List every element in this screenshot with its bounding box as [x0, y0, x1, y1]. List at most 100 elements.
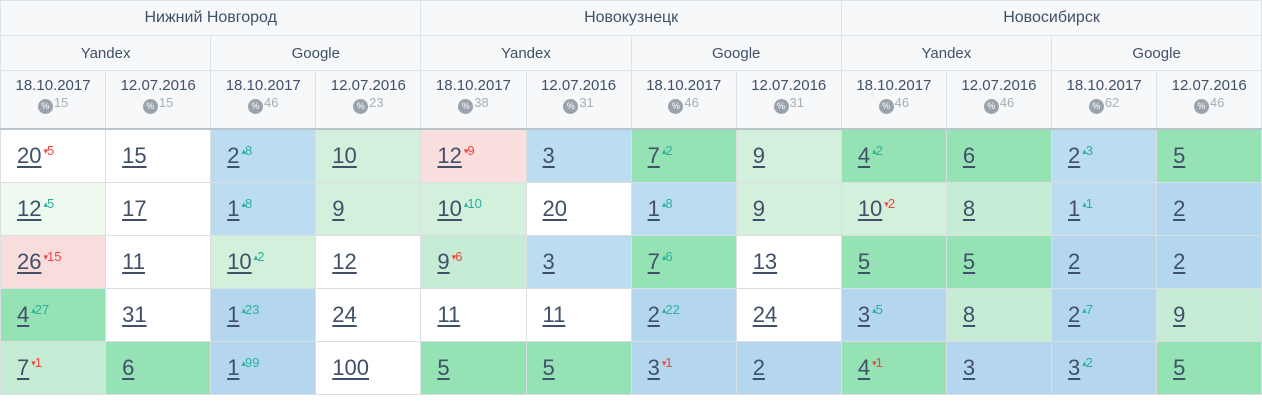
position-cell[interactable]: 9 ▾6 [420, 235, 527, 289]
position-cell[interactable]: 2 [1156, 235, 1262, 289]
position-value[interactable]: 4 [857, 355, 871, 380]
position-cell[interactable]: 4 ▴27 [0, 288, 107, 342]
position-value[interactable]: 5 [437, 355, 450, 380]
position-cell[interactable]: 7 ▴6 [630, 235, 737, 289]
position-value[interactable]: 1 [227, 196, 240, 221]
position-value[interactable]: 3 [542, 249, 555, 274]
position-value[interactable]: 6 [122, 355, 135, 380]
position-value[interactable]: 8 [962, 196, 976, 221]
position-value[interactable]: 12 [332, 249, 357, 274]
position-value[interactable]: 11 [437, 302, 461, 327]
position-cell[interactable]: 1 ▴99 [210, 341, 317, 395]
date-header-col-1[interactable]: 18.10.2017% 15 [0, 70, 107, 130]
position-value[interactable]: 2 [1068, 302, 1081, 327]
position-cell[interactable]: 2 ▴8 [210, 128, 317, 183]
position-cell[interactable]: 9 [735, 128, 842, 183]
position-cell[interactable]: 26 ▾15 [0, 235, 107, 289]
position-value[interactable]: 31 [122, 302, 147, 327]
position-value[interactable]: 10 [332, 143, 357, 168]
position-cell[interactable]: 20 ▾5 [0, 128, 107, 183]
position-value[interactable]: 3 [647, 355, 660, 380]
position-cell[interactable]: 2 [735, 341, 842, 395]
position-value[interactable]: 9 [752, 143, 765, 168]
date-header-col-4[interactable]: 12.07.2016% 23 [315, 70, 422, 130]
position-cell[interactable]: 10 ▴2 [210, 235, 317, 289]
position-value[interactable]: 5 [962, 249, 976, 274]
position-value[interactable]: 15 [122, 143, 147, 168]
position-value[interactable]: 11 [122, 249, 145, 274]
position-cell[interactable]: 20 [525, 182, 632, 236]
position-cell[interactable]: 3 [525, 128, 632, 183]
position-value[interactable]: 6 [962, 143, 976, 168]
position-cell[interactable]: 9 [315, 182, 422, 236]
position-cell[interactable]: 100 [315, 341, 422, 395]
date-header-col-12[interactable]: 12.07.2016% 46 [1156, 70, 1262, 130]
position-value[interactable]: 24 [752, 302, 778, 327]
date-header-col-7[interactable]: 18.10.2017% 46 [630, 70, 737, 130]
date-header-col-11[interactable]: 18.10.2017% 62 [1050, 70, 1158, 130]
position-cell[interactable]: 5 [420, 341, 527, 395]
position-value[interactable]: 7 [17, 355, 30, 380]
position-value[interactable]: 9 [332, 196, 345, 221]
date-header-col-2[interactable]: 12.07.2016% 15 [105, 70, 212, 130]
position-value[interactable]: 9 [1173, 302, 1186, 327]
position-value[interactable]: 7 [647, 249, 660, 274]
position-value[interactable]: 9 [437, 249, 450, 274]
position-cell[interactable]: 2 ▴7 [1050, 288, 1158, 342]
position-value[interactable]: 24 [332, 302, 357, 327]
position-cell[interactable]: 5 [1156, 128, 1262, 183]
position-cell[interactable]: 5 [1156, 341, 1262, 395]
position-value[interactable]: 26 [17, 249, 42, 274]
position-value[interactable]: 1 [227, 302, 240, 327]
position-value[interactable]: 3 [857, 302, 871, 327]
position-value[interactable]: 5 [1173, 143, 1186, 168]
date-header-col-5[interactable]: 18.10.2017% 38 [420, 70, 527, 130]
date-header-col-10[interactable]: 12.07.2016% 46 [945, 70, 1053, 130]
position-cell[interactable]: 6 [105, 341, 212, 395]
position-cell[interactable]: 4 ▴2 [840, 128, 947, 183]
position-cell[interactable]: 5 [840, 235, 947, 289]
position-value[interactable]: 2 [1068, 249, 1081, 274]
position-value[interactable]: 1 [1068, 196, 1081, 221]
position-value[interactable]: 10 [437, 196, 462, 221]
position-cell[interactable]: 2 [1156, 182, 1262, 236]
position-cell[interactable]: 2 ▴3 [1050, 128, 1158, 183]
position-cell[interactable]: 1 ▴8 [210, 182, 317, 236]
position-cell[interactable]: 12 ▴5 [0, 182, 107, 236]
position-value[interactable]: 2 [1173, 249, 1186, 274]
position-value[interactable]: 3 [542, 143, 555, 168]
position-value[interactable]: 4 [857, 143, 871, 168]
position-value[interactable]: 4 [17, 302, 30, 327]
position-cell[interactable]: 10 [315, 128, 422, 183]
position-cell[interactable]: 6 [945, 128, 1053, 183]
position-cell[interactable]: 1 ▴8 [630, 182, 737, 236]
position-cell[interactable]: 2 ▴22 [630, 288, 737, 342]
position-value[interactable]: 10 [857, 196, 883, 221]
position-cell[interactable]: 8 [945, 182, 1053, 236]
position-cell[interactable]: 13 [735, 235, 842, 289]
position-value[interactable]: 11 [542, 302, 566, 327]
position-cell[interactable]: 3 ▾1 [630, 341, 737, 395]
position-value[interactable]: 100 [332, 355, 369, 380]
position-cell[interactable]: 11 [525, 288, 632, 342]
position-value[interactable]: 5 [857, 249, 871, 274]
position-cell[interactable]: 9 [1156, 288, 1262, 342]
position-value[interactable]: 3 [962, 355, 976, 380]
position-cell[interactable]: 1 ▴1 [1050, 182, 1158, 236]
position-cell[interactable]: 5 [525, 341, 632, 395]
position-value[interactable]: 20 [17, 143, 42, 168]
position-cell[interactable]: 24 [315, 288, 422, 342]
position-value[interactable]: 10 [227, 249, 252, 274]
position-cell[interactable]: 12 [315, 235, 422, 289]
position-value[interactable]: 5 [542, 355, 555, 380]
position-value[interactable]: 13 [752, 249, 778, 274]
position-value[interactable]: 1 [227, 355, 240, 380]
position-value[interactable]: 20 [542, 196, 567, 221]
position-cell[interactable]: 10 ▾2 [840, 182, 947, 236]
position-cell[interactable]: 3 ▴2 [1050, 341, 1158, 395]
position-cell[interactable]: 4 ▾1 [840, 341, 947, 395]
position-cell[interactable]: 10 ▴10 [420, 182, 527, 236]
position-value[interactable]: 2 [1068, 143, 1081, 168]
position-cell[interactable]: 3 [525, 235, 632, 289]
position-cell[interactable]: 24 [735, 288, 842, 342]
